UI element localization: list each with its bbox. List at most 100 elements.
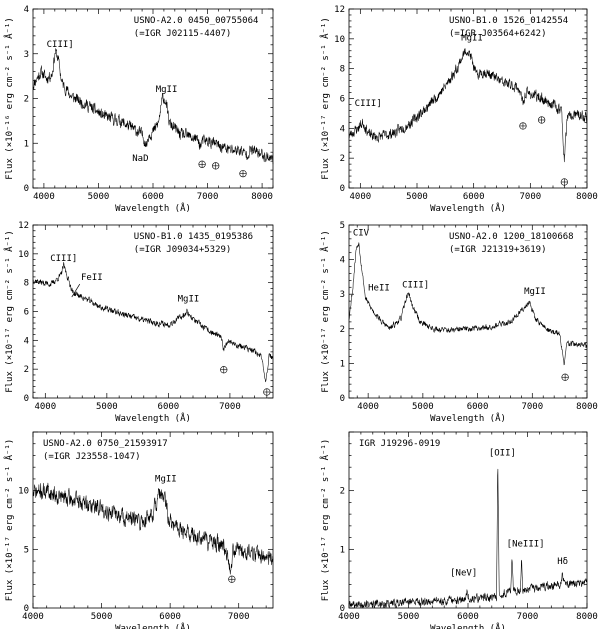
line-label: CIII] — [47, 40, 74, 50]
spectrum-panel: 4000 5000 6000 7000 0 5 10 Wavelength (Å) Flux (… — [3, 431, 274, 629]
line-label: [NeIII] — [507, 539, 545, 549]
spectrum-line — [32, 48, 274, 165]
chart-title: USNO-B1.0 1435_0195386 — [134, 232, 253, 242]
x-tick-label: 6000 — [457, 612, 479, 622]
line-label: MgII — [461, 33, 483, 43]
line-label: CIII] — [402, 280, 429, 290]
x-tick-label: 5000 — [88, 192, 110, 202]
x-tick-label: 5000 — [398, 612, 420, 622]
chart-title: IGR J19296-0919 — [359, 439, 440, 449]
line-label: HeII — [368, 284, 390, 294]
y-tick-label: 5 — [24, 545, 29, 555]
spectrum-line — [348, 48, 588, 163]
x-tick-label: 8000 — [576, 402, 598, 412]
y-tick-label: 1 — [340, 545, 345, 555]
x-tick-label: 7000 — [517, 612, 539, 622]
x-tick-label: 6000 — [158, 402, 180, 412]
spectrum-panel: 4000 5000 6000 7000 8000 0 1 2 3 4 Wavelength (Å) F… — [3, 5, 274, 214]
x-tick-label: 5000 — [91, 612, 113, 622]
chart-subtitle: (=IGR J03564+6242) — [449, 29, 547, 39]
x-tick-label: 6000 — [467, 402, 489, 412]
y-tick-label: 3 — [340, 290, 345, 300]
x-tick-label: 4000 — [34, 402, 56, 412]
x-tick-label: 4000 — [33, 192, 55, 202]
x-axis-label: Wavelength (Å) — [430, 202, 506, 214]
line-label: Hδ — [557, 557, 568, 567]
y-axis-label: Flux (×10⁻¹⁶ erg cm⁻² s⁻¹ Å⁻¹) — [3, 17, 15, 180]
telluric-marker — [519, 122, 527, 130]
x-axis-label: Wavelength (Å) — [430, 622, 506, 629]
y-axis-label: Flux (×10⁻¹⁷ erg cm⁻² s⁻¹ Å⁻¹) — [3, 439, 15, 602]
x-tick-label: 8000 — [251, 192, 273, 202]
spectrum-line — [348, 468, 588, 609]
y-tick-label: 4 — [24, 5, 29, 15]
y-tick-label: 10 — [18, 487, 29, 497]
plot-frame — [348, 224, 588, 399]
telluric-marker — [220, 366, 228, 374]
telluric-marker — [212, 162, 220, 170]
y-tick-label: 2 — [340, 154, 345, 164]
plot-frame — [32, 431, 274, 609]
x-tick-label: 7000 — [219, 402, 241, 412]
spectrum-panel: 4000 5000 6000 7000 8000 0 2 4 6 8 10 12 Wavelength … — [319, 5, 598, 214]
spectrum-line — [32, 482, 274, 575]
y-tick-label: 12 — [334, 5, 345, 15]
line-label: MgII — [524, 287, 546, 297]
chart-title: USNO-B1.0 1526_0142554 — [449, 16, 568, 26]
line-label: [OII] — [489, 448, 516, 458]
y-tick-label: 5 — [340, 221, 345, 231]
x-tick-label: 6000 — [159, 612, 181, 622]
y-tick-label: 4 — [340, 256, 345, 266]
telluric-marker — [228, 575, 236, 583]
y-tick-label: 0 — [24, 184, 29, 194]
y-tick-label: 2 — [340, 325, 345, 335]
line-label: MgII — [155, 474, 177, 484]
telluric-marker — [198, 160, 206, 168]
chart-title: USNO-A2.0 1200_18100668 — [449, 232, 574, 242]
y-tick-label: 2 — [24, 365, 29, 375]
line-label: [NeV] — [450, 569, 477, 579]
x-tick-label: 4000 — [349, 192, 371, 202]
spectrum-panel: 4000 5000 6000 7000 8000 0 1 2 3 4 5 Wavelength (Å)… — [319, 221, 598, 424]
chart-title: USNO-A2.0 0450_00755064 — [134, 16, 259, 26]
x-tick-label: 6000 — [142, 192, 164, 202]
y-tick-label: 0 — [340, 184, 345, 194]
y-tick-label: 1 — [24, 139, 29, 149]
y-tick-label: 2 — [340, 487, 345, 497]
telluric-marker — [561, 373, 569, 381]
x-tick-label: 4000 — [22, 612, 44, 622]
chart-subtitle: (=IGR J23558-1047) — [43, 452, 141, 462]
y-axis-label: Flux (×10⁻¹⁷ erg cm⁻² s⁻¹ Å⁻¹) — [319, 17, 331, 180]
spectrum-line — [348, 242, 588, 366]
y-tick-label: 2 — [24, 95, 29, 105]
line-label: CIII] — [50, 254, 77, 264]
chart-subtitle: (=IGR J09034+5329) — [134, 245, 232, 255]
telluric-marker — [263, 388, 271, 396]
x-tick-label: 5000 — [412, 402, 434, 412]
spectrum-line — [32, 262, 274, 383]
chart-title: USNO-A2.0 0750_21593917 — [43, 439, 168, 449]
line-label: CIV — [353, 228, 370, 238]
x-axis-label: Wavelength (Å) — [115, 622, 191, 629]
y-tick-label: 3 — [24, 50, 29, 60]
line-label: MgII — [178, 294, 200, 304]
telluric-marker — [560, 178, 568, 186]
y-tick-label: 6 — [340, 95, 345, 105]
y-axis-label: Flux (×10⁻¹⁷ erg cm⁻² s⁻¹ Å⁻¹) — [319, 439, 331, 602]
spectrum-panel: 4000 5000 6000 7000 8000 0 1 2 Wavelength (Å) Flu… — [319, 431, 598, 629]
x-tick-label: 6000 — [463, 192, 485, 202]
x-axis-label: Wavelength (Å) — [115, 412, 191, 424]
y-tick-label: 0 — [340, 604, 345, 614]
y-tick-label: 8 — [340, 65, 345, 75]
feii-pointer — [71, 283, 81, 298]
chart-subtitle: (=IGR J02115-4407) — [134, 29, 232, 39]
x-tick-label: 4000 — [357, 402, 379, 412]
y-tick-label: 4 — [24, 336, 29, 346]
y-tick-label: 10 — [18, 250, 29, 260]
line-label: NaD — [132, 154, 148, 164]
telluric-marker — [239, 170, 247, 178]
chart-subtitle: (=IGR J21319+3619) — [449, 245, 547, 255]
x-tick-label: 8000 — [576, 192, 598, 202]
x-tick-label: 7000 — [228, 612, 250, 622]
